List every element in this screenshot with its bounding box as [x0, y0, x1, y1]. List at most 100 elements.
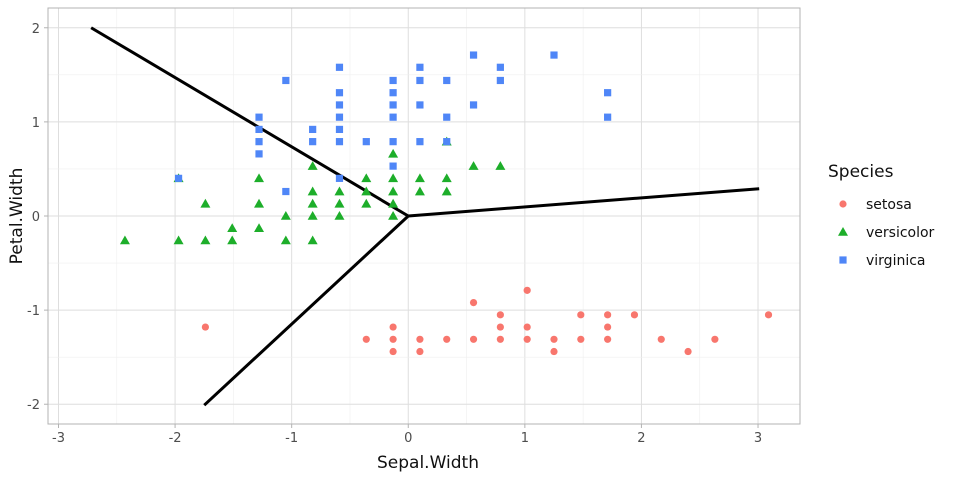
vector-line [203, 214, 410, 407]
legend-label-setosa: setosa [866, 197, 912, 213]
versicolor-point [254, 223, 265, 233]
versicolor-point [388, 198, 399, 208]
legend: setosa versicolor virginica [838, 197, 935, 269]
setosa-point [496, 335, 504, 343]
setosa-point [577, 335, 585, 343]
legend-key-virginica [839, 256, 847, 264]
virginica-point [309, 138, 317, 146]
versicolor-point [414, 186, 425, 196]
x-tick-label: 0 [404, 431, 412, 446]
virginica-point [335, 138, 344, 146]
virginica-point [362, 138, 370, 146]
setosa-point [362, 335, 370, 343]
virginica-point [335, 89, 344, 97]
virginica-point [335, 63, 344, 71]
virginica-point [309, 125, 317, 134]
setosa-point [389, 347, 397, 356]
virginica-point [416, 76, 424, 85]
versicolor-point [254, 198, 265, 208]
versicolor-point [361, 173, 372, 183]
virginica-point [389, 113, 397, 121]
virginica-point [255, 150, 263, 158]
virginica-point [416, 101, 424, 109]
versicolor-point [361, 186, 372, 196]
virginica-point [604, 113, 612, 121]
vector-line [408, 187, 760, 218]
versicolor-point [280, 235, 291, 245]
versicolor-point [441, 186, 452, 196]
virginica-point [443, 113, 451, 121]
setosa-point [657, 335, 665, 343]
virginica-point [335, 101, 344, 109]
data-points [119, 51, 773, 356]
virginica-point [443, 138, 451, 146]
versicolor-point [334, 198, 345, 208]
virginica-point [389, 101, 397, 109]
legend-label-virginica: virginica [866, 253, 926, 269]
y-tick-label: 0 [32, 210, 40, 225]
versicolor-point [441, 173, 452, 183]
x-tick-label: 2 [637, 431, 645, 446]
virginica-point [335, 125, 344, 134]
y-tick-label: 1 [32, 116, 40, 131]
setosa-point [604, 311, 612, 319]
setosa-point [550, 347, 558, 356]
y-tick-label: -2 [27, 398, 40, 413]
versicolor-point [307, 198, 318, 208]
versicolor-point [414, 173, 425, 183]
setosa-point [711, 335, 719, 343]
setosa-point [764, 311, 773, 319]
versicolor-point [334, 186, 345, 196]
versicolor-point [468, 161, 479, 170]
y-axis-label: Petal.Width [7, 168, 27, 265]
setosa-point [523, 335, 531, 343]
virginica-point [469, 101, 478, 109]
versicolor-point [280, 211, 291, 220]
versicolor-point [388, 186, 399, 196]
vector-lines [90, 26, 760, 407]
setosa-point [416, 335, 424, 343]
virginica-point [255, 125, 263, 134]
setosa-point [416, 347, 424, 356]
setosa-point [684, 347, 692, 356]
versicolor-point [307, 211, 318, 220]
legend-label-versicolor: versicolor [866, 225, 935, 241]
x-tick-label: -3 [52, 431, 65, 446]
legend-key-versicolor [838, 227, 848, 236]
versicolor-point [307, 186, 318, 196]
x-tick-label: 3 [754, 431, 762, 446]
virginica-point [496, 76, 504, 85]
setosa-point [389, 335, 397, 343]
virginica-point [496, 63, 504, 71]
setosa-point [523, 323, 531, 331]
versicolor-point [119, 235, 130, 245]
setosa-point [389, 323, 397, 331]
versicolor-point [254, 173, 265, 183]
virginica-point [282, 76, 290, 85]
versicolor-point [200, 198, 211, 208]
virginica-point [282, 187, 290, 196]
versicolor-point [227, 223, 238, 233]
versicolor-point [173, 235, 184, 245]
setosa-point [604, 335, 612, 343]
setosa-point [604, 323, 612, 331]
setosa-point [469, 298, 478, 307]
vector-line [90, 26, 410, 218]
setosa-point [469, 335, 478, 343]
virginica-point [389, 76, 397, 85]
legend-title: Species [828, 162, 894, 182]
virginica-point [469, 51, 478, 59]
virginica-point [335, 174, 344, 182]
setosa-point [201, 323, 209, 331]
virginica-point [416, 138, 424, 146]
virginica-point [389, 89, 397, 97]
setosa-point [523, 286, 531, 294]
x-tick-label: 1 [521, 431, 529, 446]
versicolor-point [388, 148, 399, 158]
y-tick-label: 2 [32, 22, 40, 37]
setosa-point [577, 311, 585, 319]
virginica-point [255, 138, 263, 146]
setosa-point [550, 335, 558, 343]
